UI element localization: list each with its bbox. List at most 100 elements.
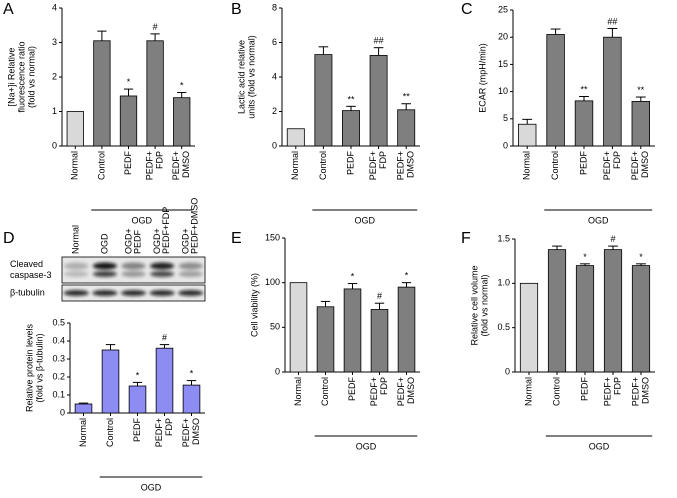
significance-mark: ** (637, 85, 645, 95)
x-tick-label-group: Normal (293, 377, 303, 406)
error-bar (132, 381, 143, 386)
x-tick-label: PEDF (578, 151, 588, 176)
y-tick-label: 100 (265, 277, 280, 287)
x-tick-label-group: Control (550, 151, 560, 180)
x-tick-label: PEDF+FDP (602, 151, 622, 180)
x-tick-label-group: PEDF+FDP (602, 151, 622, 180)
x-tick-label-line: DMSO (406, 377, 416, 404)
blot-band (149, 290, 175, 296)
x-tick-label-line: PEDF+ (368, 151, 378, 180)
blot-lane-label-group: OGD+PEDF+FDP (152, 207, 171, 254)
x-tick-label: PEDF+FDP (602, 377, 622, 406)
blot-lane-label: OGD+PEDF+FDP (152, 207, 171, 254)
x-tick-label: Normal (78, 418, 88, 447)
blot-lane-label-line: OGD+ (152, 228, 162, 254)
y-axis-label-line: fluorescence ratio (16, 41, 26, 112)
bar (314, 54, 333, 147)
error-bar (346, 105, 356, 111)
bar (286, 128, 305, 147)
x-tick-label-group: PEDF (345, 151, 355, 176)
x-tick-label: Normal (70, 151, 80, 180)
blot-lane-label-group: OGD+PEDF (123, 228, 142, 254)
y-tick-label: 0.5 (497, 322, 510, 332)
error-bar (401, 282, 412, 288)
bar (369, 55, 388, 147)
blot-lane-label-line: Normal (71, 225, 81, 254)
blot-band (120, 290, 147, 296)
significance-mark: ** (580, 84, 588, 94)
blot-row-label-line: β-tubulin (10, 287, 45, 297)
blot-band (121, 262, 146, 270)
y-axis-label-line: ECAR (mpH/min) (477, 43, 487, 113)
y-tick-label: 0.1 (52, 389, 65, 399)
y-axis-label-line: units (fold vs normal) (246, 35, 256, 119)
significance-mark: * (583, 252, 587, 262)
blot-lane-label-line: OGD+ (123, 228, 133, 254)
x-tick-label-group: PEDF+DMSO (171, 151, 191, 180)
x-tick-label-line: PEDF (578, 151, 588, 176)
x-tick-label: PEDF (123, 151, 133, 176)
error-bar (78, 402, 89, 404)
significance-mark: ## (374, 36, 384, 46)
x-tick-label: PEDF (579, 377, 589, 402)
blot-band (64, 262, 89, 270)
blot-lane-label-line: OGD (99, 233, 109, 254)
x-tick-label-group: PEDF+FDP (154, 418, 174, 447)
error-bar (550, 28, 561, 35)
bar (146, 40, 164, 147)
error-bar (522, 118, 533, 125)
error-bar (320, 300, 331, 307)
y-tick-label: 50 (270, 322, 280, 332)
x-tick-label-group: Normal (70, 151, 80, 180)
x-tick-label-group: PEDF+FDP (144, 151, 164, 180)
blot-row-label: Cleaved caspase-3 (10, 259, 52, 280)
x-tick-label: PEDF+FDP (154, 418, 174, 447)
bar (343, 288, 362, 373)
y-tick-label: 15 (498, 59, 508, 69)
x-tick-label: Normal (523, 377, 533, 406)
blot-lane-label: OGD (99, 233, 109, 254)
significance-mark: * (639, 252, 643, 262)
x-tick-label-line: Normal (78, 418, 88, 447)
error-bar (347, 283, 358, 289)
y-tick-label: 0 (272, 140, 277, 150)
bar (575, 265, 595, 373)
x-tick-label-line: Control (551, 377, 561, 406)
x-tick-label-line: DMSO (181, 151, 191, 178)
x-tick-label-line: PEDF (132, 418, 142, 443)
significance-mark: * (405, 271, 409, 281)
significance-mark: * (190, 369, 194, 379)
blot-band (121, 271, 146, 277)
panel-label: C (461, 1, 473, 18)
x-tick-label-line: Control (320, 377, 330, 406)
blot-band (92, 271, 117, 277)
x-tick-label-line: Control (318, 151, 328, 180)
x-tick-label-group: Control (551, 377, 561, 406)
x-tick-label-line: FDP (164, 418, 174, 436)
x-tick-label-line: Normal (522, 151, 532, 180)
x-tick-label: PEDF+DMSO (396, 151, 416, 180)
blot-lane-label-line: PEDF+FDP (161, 207, 171, 254)
y-axis-label-group: Cell viability (%) (249, 273, 259, 337)
x-tick-label-line: PEDF+ (171, 151, 181, 180)
significance-mark: * (127, 77, 131, 87)
x-tick-label: PEDF+DMSO (181, 418, 201, 447)
x-tick-label-group: Normal (290, 151, 300, 180)
y-axis-label: Cell viability (%) (249, 273, 259, 337)
bar (631, 100, 651, 147)
error-bar (105, 344, 116, 350)
bar (546, 34, 565, 147)
x-tick-label-line: Normal (290, 151, 300, 180)
blot-row-label-line: caspase-3 (10, 270, 52, 280)
x-tick-label-line: DMSO (406, 151, 416, 178)
blot-lane-label-line: PEDF (132, 229, 142, 254)
blot-row-label: β-tubulin (10, 287, 45, 297)
y-axis-label-group: Relative cell volume(fold vs normal) (469, 265, 489, 345)
x-tick-label-group: PEDF+DMSO (630, 377, 650, 406)
y-tick-label: 0 (60, 407, 65, 417)
x-tick-label-line: Normal (70, 151, 80, 180)
x-tick-label-group: Normal (78, 418, 88, 447)
blot-band (64, 271, 89, 277)
x-tick-label: Control (96, 151, 106, 180)
panel-label: B (231, 1, 242, 18)
